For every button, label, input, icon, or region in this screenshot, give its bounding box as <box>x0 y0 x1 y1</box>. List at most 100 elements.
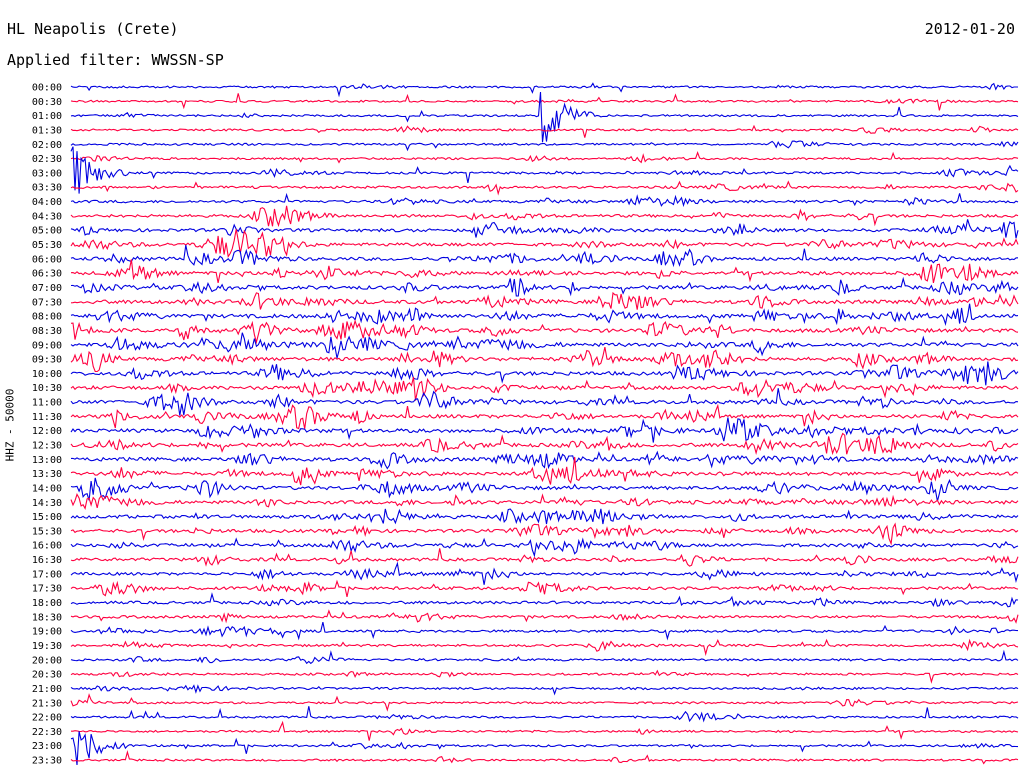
time-tick-label: 00:00 <box>32 83 62 94</box>
time-tick-label: 22:00 <box>32 713 62 724</box>
time-tick-label: 10:00 <box>32 369 62 380</box>
seismogram-trace <box>70 537 1019 558</box>
time-tick-label: 01:00 <box>32 111 62 122</box>
seismogram-trace <box>70 150 1019 164</box>
time-tick-label: 11:00 <box>32 398 62 409</box>
time-tick-label: 04:00 <box>32 197 62 208</box>
seismogram-trace <box>70 180 1019 196</box>
seismogram-trace <box>70 291 1019 310</box>
time-tick-label: 01:30 <box>32 125 62 136</box>
seismogram-trace <box>70 91 1019 143</box>
seismogram-trace <box>70 456 1019 486</box>
seismogram-trace <box>70 259 1019 284</box>
time-tick-label: 19:30 <box>32 641 62 652</box>
seismogram-trace <box>70 146 1019 194</box>
seismogram-trace <box>70 693 1019 712</box>
seismogram-trace <box>70 684 1019 696</box>
seismogram-trace <box>70 276 1019 297</box>
time-tick-label: 23:30 <box>32 756 62 767</box>
seismogram-trace <box>70 219 1019 239</box>
seismogram-trace <box>70 361 1019 386</box>
seismogram-trace <box>70 477 1019 502</box>
time-tick-label: 08:00 <box>32 312 62 323</box>
seismogram-trace <box>70 388 1019 416</box>
time-tick-label: 03:00 <box>32 168 62 179</box>
seismogram-trace <box>70 592 1019 608</box>
time-tick-label: 09:30 <box>32 355 62 366</box>
time-tick-label: 16:00 <box>32 541 62 552</box>
station-title: HL Neapolis (Crete) <box>7 20 179 38</box>
time-tick-label: 13:00 <box>32 455 62 466</box>
time-tick-label: 19:00 <box>32 627 62 638</box>
seismogram-trace <box>70 649 1019 665</box>
time-tick-label: 14:30 <box>32 498 62 509</box>
time-tick-label: 03:30 <box>32 183 62 194</box>
time-tick-label: 15:30 <box>32 526 62 537</box>
seismogram-trace <box>70 522 1019 546</box>
time-tick-label: 23:00 <box>32 741 62 752</box>
record-date: 2012-01-20 <box>924 20 1015 38</box>
seismogram-trace <box>70 82 1018 98</box>
seismogram-trace <box>70 140 1019 152</box>
time-tick-label: 13:30 <box>32 469 62 480</box>
time-tick-label: 18:00 <box>32 598 62 609</box>
seismogram-trace <box>70 621 1019 641</box>
seismogram-trace <box>70 376 1019 401</box>
seismogram-trace <box>70 93 1019 111</box>
seismogram-trace <box>70 638 1019 657</box>
seismogram-trace <box>70 706 1019 723</box>
time-tick-label: 17:30 <box>32 584 62 595</box>
seismogram-trace <box>70 229 1019 259</box>
seismogram-trace <box>70 346 1019 373</box>
seismogram-trace <box>70 432 1019 456</box>
seismogram-trace <box>70 750 1019 765</box>
time-tick-label: 21:00 <box>32 684 62 695</box>
time-tick-label: 11:30 <box>32 412 62 423</box>
time-tick-label: 06:30 <box>32 269 62 280</box>
seismogram-trace <box>70 417 1019 443</box>
seismogram-trace <box>70 731 1019 766</box>
time-tick-label: 15:00 <box>32 512 62 523</box>
time-tick-label: 20:30 <box>32 670 62 681</box>
time-tick-label: 10:30 <box>32 383 62 394</box>
time-tick-label: 06:00 <box>32 254 62 265</box>
seismogram-trace <box>70 192 1019 208</box>
time-tick-label: 20:00 <box>32 655 62 666</box>
filter-label: Applied filter: WWSSN-SP <box>7 51 224 69</box>
time-tick-label: 07:30 <box>32 297 62 308</box>
seismogram-trace <box>70 669 1019 684</box>
time-tick-label: 18:30 <box>32 612 62 623</box>
time-tick-label: 22:30 <box>32 727 62 738</box>
time-tick-label: 17:00 <box>32 569 62 580</box>
seismogram-trace <box>70 205 1019 228</box>
seismogram-trace <box>70 124 1019 138</box>
time-tick-label: 05:30 <box>32 240 62 251</box>
time-tick-label: 12:00 <box>32 426 62 437</box>
time-tick-label: 04:30 <box>32 211 62 222</box>
seismogram-trace <box>71 720 1019 741</box>
time-tick-label: 09:00 <box>32 340 62 351</box>
time-tick-label: 21:30 <box>32 698 62 709</box>
seismogram-trace <box>70 579 1019 598</box>
time-tick-label: 14:00 <box>32 483 62 494</box>
time-tick-label: 08:30 <box>32 326 62 337</box>
time-tick-label: 07:00 <box>32 283 62 294</box>
time-tick-label: 12:30 <box>32 441 62 452</box>
seismogram-trace <box>70 403 1019 430</box>
seismogram-trace <box>70 319 1019 345</box>
time-tick-label: 16:30 <box>32 555 62 566</box>
seismogram-trace <box>70 508 1019 525</box>
time-tick-label: 02:00 <box>32 140 62 151</box>
time-tick-label: 02:30 <box>32 154 62 165</box>
seismogram-trace <box>70 561 1019 585</box>
seismogram-trace <box>70 548 1019 567</box>
time-tick-label: 00:30 <box>32 97 62 108</box>
seismogram-trace <box>70 244 1019 268</box>
seismogram-trace <box>70 493 1019 510</box>
seismogram-trace <box>70 609 1019 624</box>
seismogram-trace <box>70 332 1019 359</box>
time-tick-label: 05:00 <box>32 226 62 237</box>
seismogram-trace <box>71 450 1019 470</box>
seismogram-trace <box>70 303 1019 327</box>
